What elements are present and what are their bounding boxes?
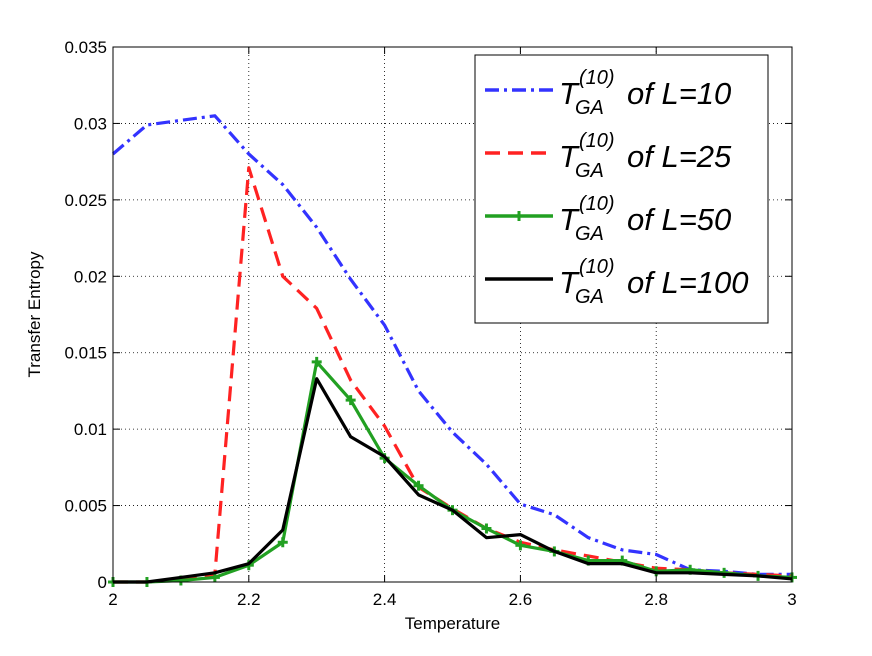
legend-label-sup: (10) — [579, 130, 615, 152]
y-tick-label: 0.02 — [74, 267, 107, 286]
legend-label-base: T — [559, 202, 580, 237]
y-tick-label: 0.025 — [64, 191, 107, 210]
legend-label-sub: GA — [575, 160, 604, 182]
legend-label-sub: GA — [575, 97, 604, 119]
legend-label-sup: (10) — [579, 67, 615, 89]
x-tick-label: 2.2 — [237, 590, 261, 609]
y-tick-label: 0.015 — [64, 344, 107, 363]
y-tick-label: 0 — [98, 573, 107, 592]
data-point-marker — [413, 480, 424, 491]
legend-item-4: T (10) GA of L=100 — [485, 256, 749, 308]
x-tick-label: 2.8 — [644, 590, 668, 609]
data-point-marker — [345, 395, 356, 406]
x-tick-label: 2.4 — [373, 590, 397, 609]
legend-label-base: T — [559, 265, 580, 300]
legend-label-base: T — [559, 139, 580, 174]
x-tick-label: 2.6 — [509, 590, 533, 609]
y-tick-label: 0.01 — [74, 420, 107, 439]
legend-label-suffix: of L=50 — [627, 202, 731, 237]
legend: T (10)GA of L=10T (10)GA of L=25T (10)GA of L=… — [474, 54, 769, 324]
plot-frame — [112, 46, 793, 583]
legend-label-sub: GA — [575, 223, 604, 245]
y-axis-label: Transfer Entropy — [25, 251, 44, 377]
legend-label-suffix: of L=100 — [627, 265, 749, 300]
y-tick-label: 0.035 — [64, 38, 107, 57]
x-tick-label: 2 — [108, 590, 117, 609]
data-point-marker — [481, 523, 492, 534]
legend-item-3: T (10) GA of L=50 — [485, 193, 731, 245]
data-point-marker — [515, 540, 526, 551]
series-layer — [108, 114, 797, 587]
legend-label-base: T — [559, 76, 580, 111]
legend-label-suffix: of L=25 — [627, 139, 732, 174]
legend-label-suffix: of L=10 — [627, 76, 731, 111]
legend-label-sup: (10) — [579, 256, 615, 278]
legend-item-2: T (10) GA of L=25 — [485, 130, 732, 182]
legend-label-sup: (10) — [579, 193, 615, 215]
legend-item-1: T (10) GA of L=10 — [485, 67, 731, 119]
y-tick-label: 0.03 — [74, 114, 107, 133]
legend-label-sub: GA — [575, 286, 604, 308]
y-tick-label: 0.005 — [64, 497, 107, 516]
axis-ticks: 2 2.2 2.4 2.6 2.8 3 0 0.005 0.01 0.015 0.02 0.025 0.… — [64, 38, 796, 609]
x-tick-label: 3 — [787, 590, 796, 609]
data-point-marker — [277, 537, 288, 548]
data-point-marker — [311, 356, 322, 367]
x-axis-label: Temperature — [405, 614, 500, 633]
